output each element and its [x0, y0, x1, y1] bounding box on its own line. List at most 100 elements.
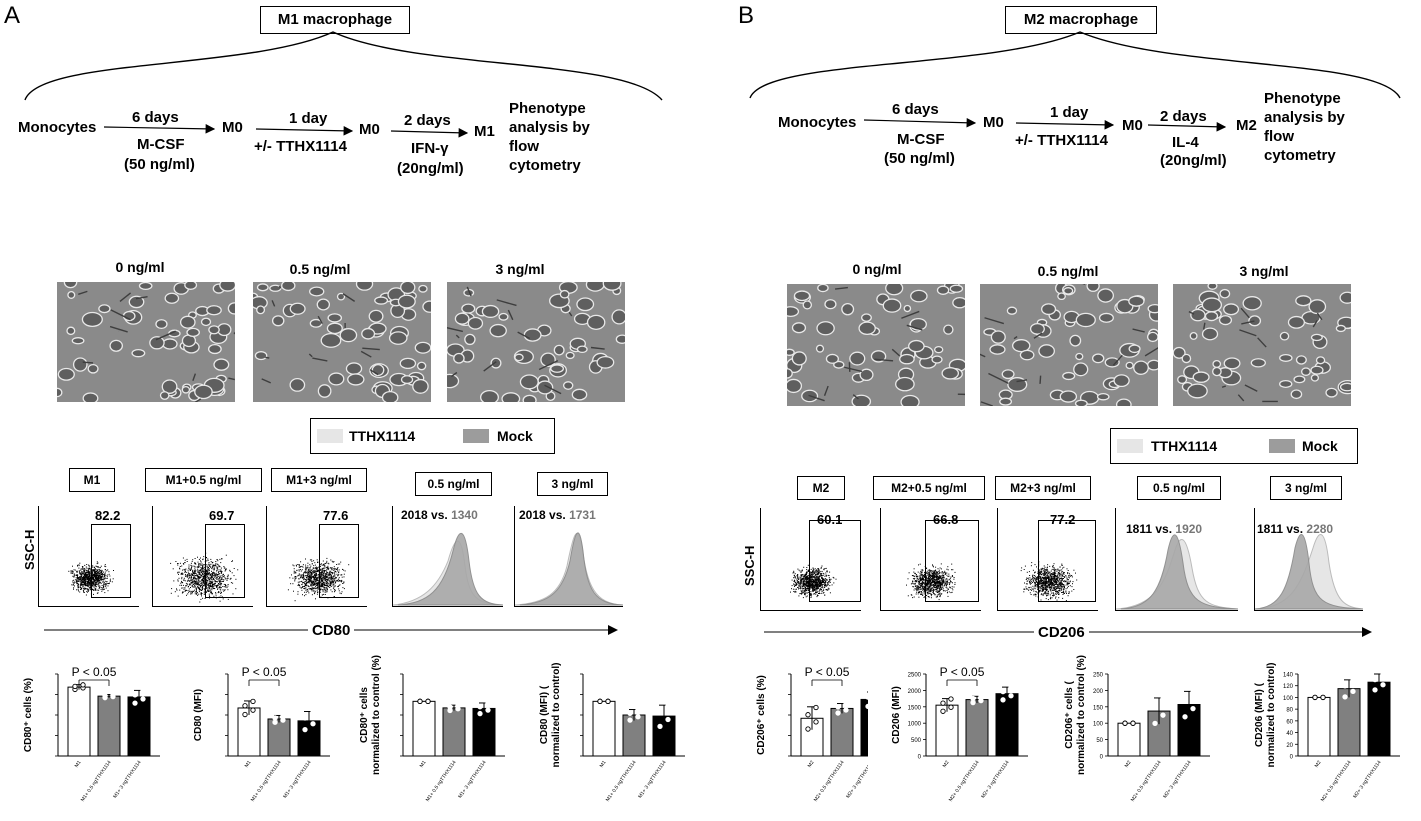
- data-point: [805, 712, 811, 718]
- bar-xlabel: M2+ 0.5 ngTTHX1114: [1130, 760, 1163, 803]
- bar-ytick-label: 0: [1290, 755, 1294, 761]
- bar-xlabel: M1+ 0.5 ngTTHX1114: [250, 760, 283, 803]
- bar: [412, 700, 436, 757]
- data-point: [477, 710, 483, 717]
- gate-value-a-1: 69.7: [209, 508, 235, 523]
- bar-xlabel: M1+ 0.5 ngTTHX1114: [425, 760, 458, 803]
- bar-xlabel: M1+ 3 ngTTHX1114: [282, 760, 313, 800]
- wf-b-step3-top: 2 days: [1160, 108, 1207, 125]
- data-point: [455, 702, 461, 708]
- data-point: [843, 707, 849, 713]
- micrograph-b-1: [980, 284, 1158, 406]
- bar-xlabel: M1+ 3 ngTTHX1114: [457, 760, 488, 800]
- data-point: [1350, 677, 1356, 684]
- bar-ytick-label: 2500: [908, 673, 922, 679]
- mfi-a-1: 2018 vs. 1731: [519, 508, 596, 522]
- data-point: [302, 726, 308, 733]
- data-point: [940, 700, 946, 706]
- bar-ytick-label: 200: [1093, 689, 1104, 695]
- bar-xlabel: M1: [419, 760, 428, 769]
- data-point: [1190, 689, 1196, 695]
- data-point: [1342, 694, 1348, 700]
- gate-rect: [925, 520, 979, 602]
- wf-b-m0a: M0: [983, 114, 1004, 131]
- bar-chart-b-3: CD206 (MFI) (normalized to control) 0 20 40…: [1254, 663, 1400, 803]
- wf-b-arrows: [863, 117, 1227, 132]
- data-point: [1372, 676, 1378, 683]
- bar-chart-a-2: CD80⁺ cellsnormalized to control (%) M1M1…: [359, 655, 505, 803]
- data-point: [242, 711, 248, 718]
- bar-ylabel: CD80 (MFI) (normalized to control): [539, 663, 562, 768]
- data-point: [948, 704, 954, 710]
- wf-a-step2-top: 1 day: [289, 110, 328, 127]
- legend-a-tthx: TTHX1114: [349, 428, 416, 444]
- micrograph-b-0: [787, 284, 965, 406]
- data-point: [140, 688, 146, 694]
- gate-b-2: M2+3 ng/ml: [995, 476, 1091, 500]
- gate-rect: [319, 524, 359, 598]
- data-point: [665, 703, 671, 709]
- data-point: [865, 694, 868, 700]
- data-point: [1000, 688, 1006, 695]
- bar: [995, 693, 1019, 757]
- bar-ylabel: CD206⁺ cells (%): [756, 675, 767, 755]
- hist-label-a-0: 0.5 ng/ml: [415, 472, 492, 496]
- data-point: [1380, 682, 1386, 688]
- hist-a-0: 2018 vs. 1340: [392, 506, 504, 607]
- data-point: [843, 701, 849, 707]
- bar-chart-a-3: CD80 (MFI) (normalized to control) M1M1+ …: [539, 663, 685, 803]
- cd80-label: CD80: [308, 622, 355, 639]
- data-point: [447, 704, 453, 710]
- data-point: [250, 707, 256, 713]
- data-point: [1182, 697, 1188, 704]
- bar-xlabel: M2+ 0.5 ngTTHX1114: [813, 760, 846, 803]
- brace-a: [24, 31, 663, 101]
- data-point: [627, 717, 633, 723]
- dotplot-a-1: 69.7: [152, 506, 253, 607]
- data-point: [1152, 704, 1158, 710]
- bar-xlabel: M2+ 3 ngTTHX1114: [980, 760, 1011, 800]
- micrograph-b-2: [1173, 284, 1351, 406]
- cd206-label: CD206: [1034, 624, 1089, 641]
- data-point: [250, 698, 256, 705]
- bar-ytick-label: 0: [918, 755, 922, 761]
- wf-a-arrows: [103, 124, 469, 138]
- wf-b-m0b: M0: [1122, 117, 1143, 134]
- bar-xlabel: M1+ 3 ngTTHX1114: [112, 760, 143, 800]
- bar: [1307, 696, 1331, 757]
- data-point: [102, 692, 108, 699]
- bar-xlabel: M1: [599, 760, 608, 769]
- data-point: [1122, 720, 1128, 726]
- bar-ylabel: CD80⁺ cellsnormalized to control (%): [359, 655, 382, 775]
- data-point: [1190, 705, 1196, 712]
- bar-ylabel: CD206 (MFI): [891, 686, 902, 744]
- data-point: [597, 698, 603, 704]
- data-point: [978, 693, 984, 700]
- bar-xlabel: M2: [942, 760, 951, 769]
- data-point: [1160, 696, 1166, 702]
- gate-b-1: M2+0.5 ng/ml: [873, 476, 985, 500]
- conc-a-0: 0 ng/ml: [115, 259, 165, 275]
- data-point: [132, 692, 138, 698]
- ssc-label-a: SSC-H: [22, 529, 37, 570]
- bar: [830, 707, 854, 757]
- bar-xlabel: M2: [807, 760, 816, 769]
- data-point: [627, 710, 633, 716]
- data-point: [865, 703, 868, 709]
- data-point: [72, 683, 78, 690]
- wf-a-step3-top: 2 days: [404, 112, 451, 129]
- bar-xlabel: M1: [244, 760, 253, 769]
- data-point: [310, 709, 316, 715]
- gate-value-a-2: 77.6: [323, 508, 349, 523]
- bar-ylabel: CD80 (MFI): [193, 689, 204, 741]
- data-point: [280, 713, 286, 719]
- bar-xlabel: M2: [1124, 760, 1133, 769]
- p-value-annotation: P < 0.05: [72, 665, 117, 679]
- wf-b-step2-top: 1 day: [1050, 104, 1089, 121]
- micrograph-a-2: [447, 282, 625, 402]
- data-point: [1342, 683, 1348, 689]
- hist-label-b-0: 0.5 ng/ml: [1137, 476, 1221, 500]
- wf-b-step1-top: 6 days: [892, 101, 939, 118]
